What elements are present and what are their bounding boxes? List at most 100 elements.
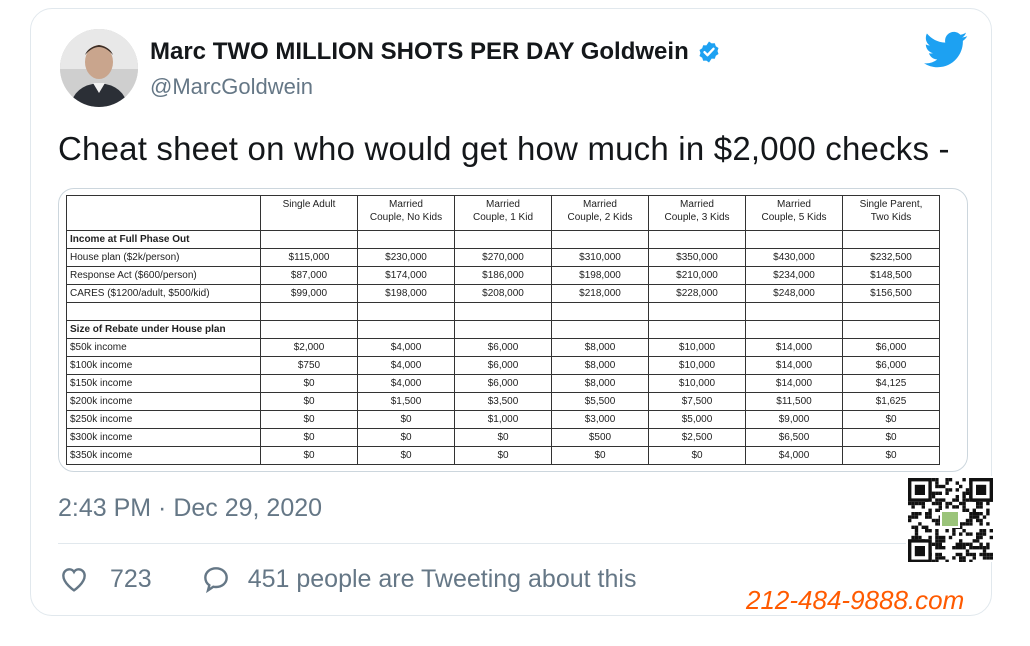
table-cell: $115,000 — [260, 248, 358, 267]
table-cell: $10,000 — [648, 374, 746, 393]
table-cell: $4,000 — [357, 356, 455, 375]
table-cell: $228,000 — [648, 284, 746, 303]
table-cell: $0 — [454, 446, 552, 465]
table-cell: $6,000 — [454, 374, 552, 393]
table-cell — [745, 320, 843, 339]
row-label: House plan ($2k/person) — [66, 248, 261, 267]
table-cell: $0 — [551, 446, 649, 465]
table-cell — [551, 230, 649, 249]
table-cell: $0 — [357, 410, 455, 429]
tweeting-action[interactable]: 451 people are Tweeting about this — [152, 563, 637, 595]
table-cell: $14,000 — [745, 356, 843, 375]
table-cell: $3,000 — [551, 410, 649, 429]
table-cell — [357, 302, 455, 321]
table-cell — [745, 302, 843, 321]
table-cell: $430,000 — [745, 248, 843, 267]
speech-bubble-icon[interactable] — [200, 563, 232, 595]
table-cell: $210,000 — [648, 266, 746, 285]
table-cell: $4,000 — [357, 338, 455, 357]
table-cell — [648, 230, 746, 249]
table-cell: $4,125 — [842, 374, 940, 393]
tweeting-text[interactable]: 451 people are Tweeting about this — [247, 564, 637, 593]
table-cell: $8,000 — [551, 374, 649, 393]
table-cell: $1,000 — [454, 410, 552, 429]
row-label: $300k income — [66, 428, 261, 447]
tweet-image[interactable]: Single Adult Married Couple, No Kids Marrie… — [58, 188, 968, 472]
table-cell — [842, 230, 940, 249]
twitter-bird-icon[interactable] — [924, 31, 968, 69]
table-cell — [842, 320, 940, 339]
author-handle[interactable]: @MarcGoldwein — [150, 74, 313, 99]
table-cell: $1,625 — [842, 392, 940, 411]
table-row — [66, 302, 940, 321]
table-cell: $6,000 — [454, 356, 552, 375]
table-cell: $0 — [842, 446, 940, 465]
table-cell — [842, 302, 940, 321]
table-cell: $0 — [454, 428, 552, 447]
author-row[interactable]: Marc TWO MILLION SHOTS PER DAY Goldwein — [150, 38, 721, 66]
avatar[interactable] — [60, 29, 138, 107]
table-cell: $186,000 — [454, 266, 552, 285]
table-cell: $174,000 — [357, 266, 455, 285]
watermark-text: 212-484-9888.com — [746, 585, 965, 615]
table-cell: $87,000 — [260, 266, 358, 285]
table-cell: $198,000 — [357, 284, 455, 303]
table-cell: $0 — [260, 446, 358, 465]
table-corner — [66, 195, 261, 231]
like-action[interactable]: 723 — [58, 563, 152, 595]
author-name[interactable]: Marc TWO MILLION SHOTS PER DAY Goldwein — [150, 38, 689, 65]
table-cell: $4,000 — [357, 374, 455, 393]
table-cell: $2,000 — [260, 338, 358, 357]
table-cell: $0 — [357, 446, 455, 465]
table-cell: $6,000 — [842, 338, 940, 357]
table-cell — [357, 320, 455, 339]
table-cell — [551, 320, 649, 339]
column-header: Married Couple, 1 Kid — [454, 195, 552, 231]
heart-icon[interactable] — [58, 563, 90, 595]
table-cell: $218,000 — [551, 284, 649, 303]
table-cell: $232,500 — [842, 248, 940, 267]
row-label: $100k income — [66, 356, 261, 375]
table-row: $350k income $0 $0 $0 $0 $0 $4,000 $0 — [66, 446, 940, 465]
table-cell: $7,500 — [648, 392, 746, 411]
table-cell: $1,500 — [357, 392, 455, 411]
table-cell — [648, 320, 746, 339]
tweet-text: Cheat sheet on who would get how much in… — [58, 130, 950, 167]
table-cell — [260, 320, 358, 339]
table-cell: $0 — [842, 428, 940, 447]
table-cell: $6,000 — [842, 356, 940, 375]
column-header: Married Couple, 5 Kids — [745, 195, 843, 231]
table-cell: $0 — [260, 428, 358, 447]
table-row: CARES ($1200/adult, $500/kid) $99,000 $198… — [66, 284, 940, 303]
section-header: Size of Rebate under House plan — [66, 320, 261, 339]
table-cell — [454, 320, 552, 339]
table-cell: $5,500 — [551, 392, 649, 411]
column-header: Single Adult — [260, 195, 358, 231]
table-cell: $0 — [260, 392, 358, 411]
table-cell: $248,000 — [745, 284, 843, 303]
table-row: $50k income $2,000 $4,000 $6,000 $8,000 $10,0… — [66, 338, 940, 357]
table-cell — [66, 302, 261, 321]
tweet-timestamp[interactable]: 2:43 PM · Dec 29, 2020 — [58, 494, 323, 522]
table-row: $200k income $0 $1,500 $3,500 $5,500 $7,500 $1… — [66, 392, 940, 411]
qr-code — [906, 476, 994, 563]
column-header: Married Couple, 2 Kids — [551, 195, 649, 231]
table-cell: $3,500 — [454, 392, 552, 411]
column-header: Married Couple, 3 Kids — [648, 195, 746, 231]
row-label: $250k income — [66, 410, 261, 429]
table-row: Response Act ($600/person) $87,000 $174,00… — [66, 266, 940, 285]
table-row: $250k income $0 $0 $1,000 $3,000 $5,000 $9,000… — [66, 410, 940, 429]
table-row: $300k income $0 $0 $0 $500 $2,500 $6,500 $0 — [66, 428, 940, 447]
table-cell: $0 — [842, 410, 940, 429]
table-cell — [357, 230, 455, 249]
table-cell: $230,000 — [357, 248, 455, 267]
table-cell: $14,000 — [745, 338, 843, 357]
section-header: Income at Full Phase Out — [66, 230, 261, 249]
table-cell: $156,500 — [842, 284, 940, 303]
table-cell: $350,000 — [648, 248, 746, 267]
table-cell: $0 — [648, 446, 746, 465]
table-cell — [648, 302, 746, 321]
row-label: CARES ($1200/adult, $500/kid) — [66, 284, 261, 303]
table-cell — [260, 230, 358, 249]
table-cell: $9,000 — [745, 410, 843, 429]
